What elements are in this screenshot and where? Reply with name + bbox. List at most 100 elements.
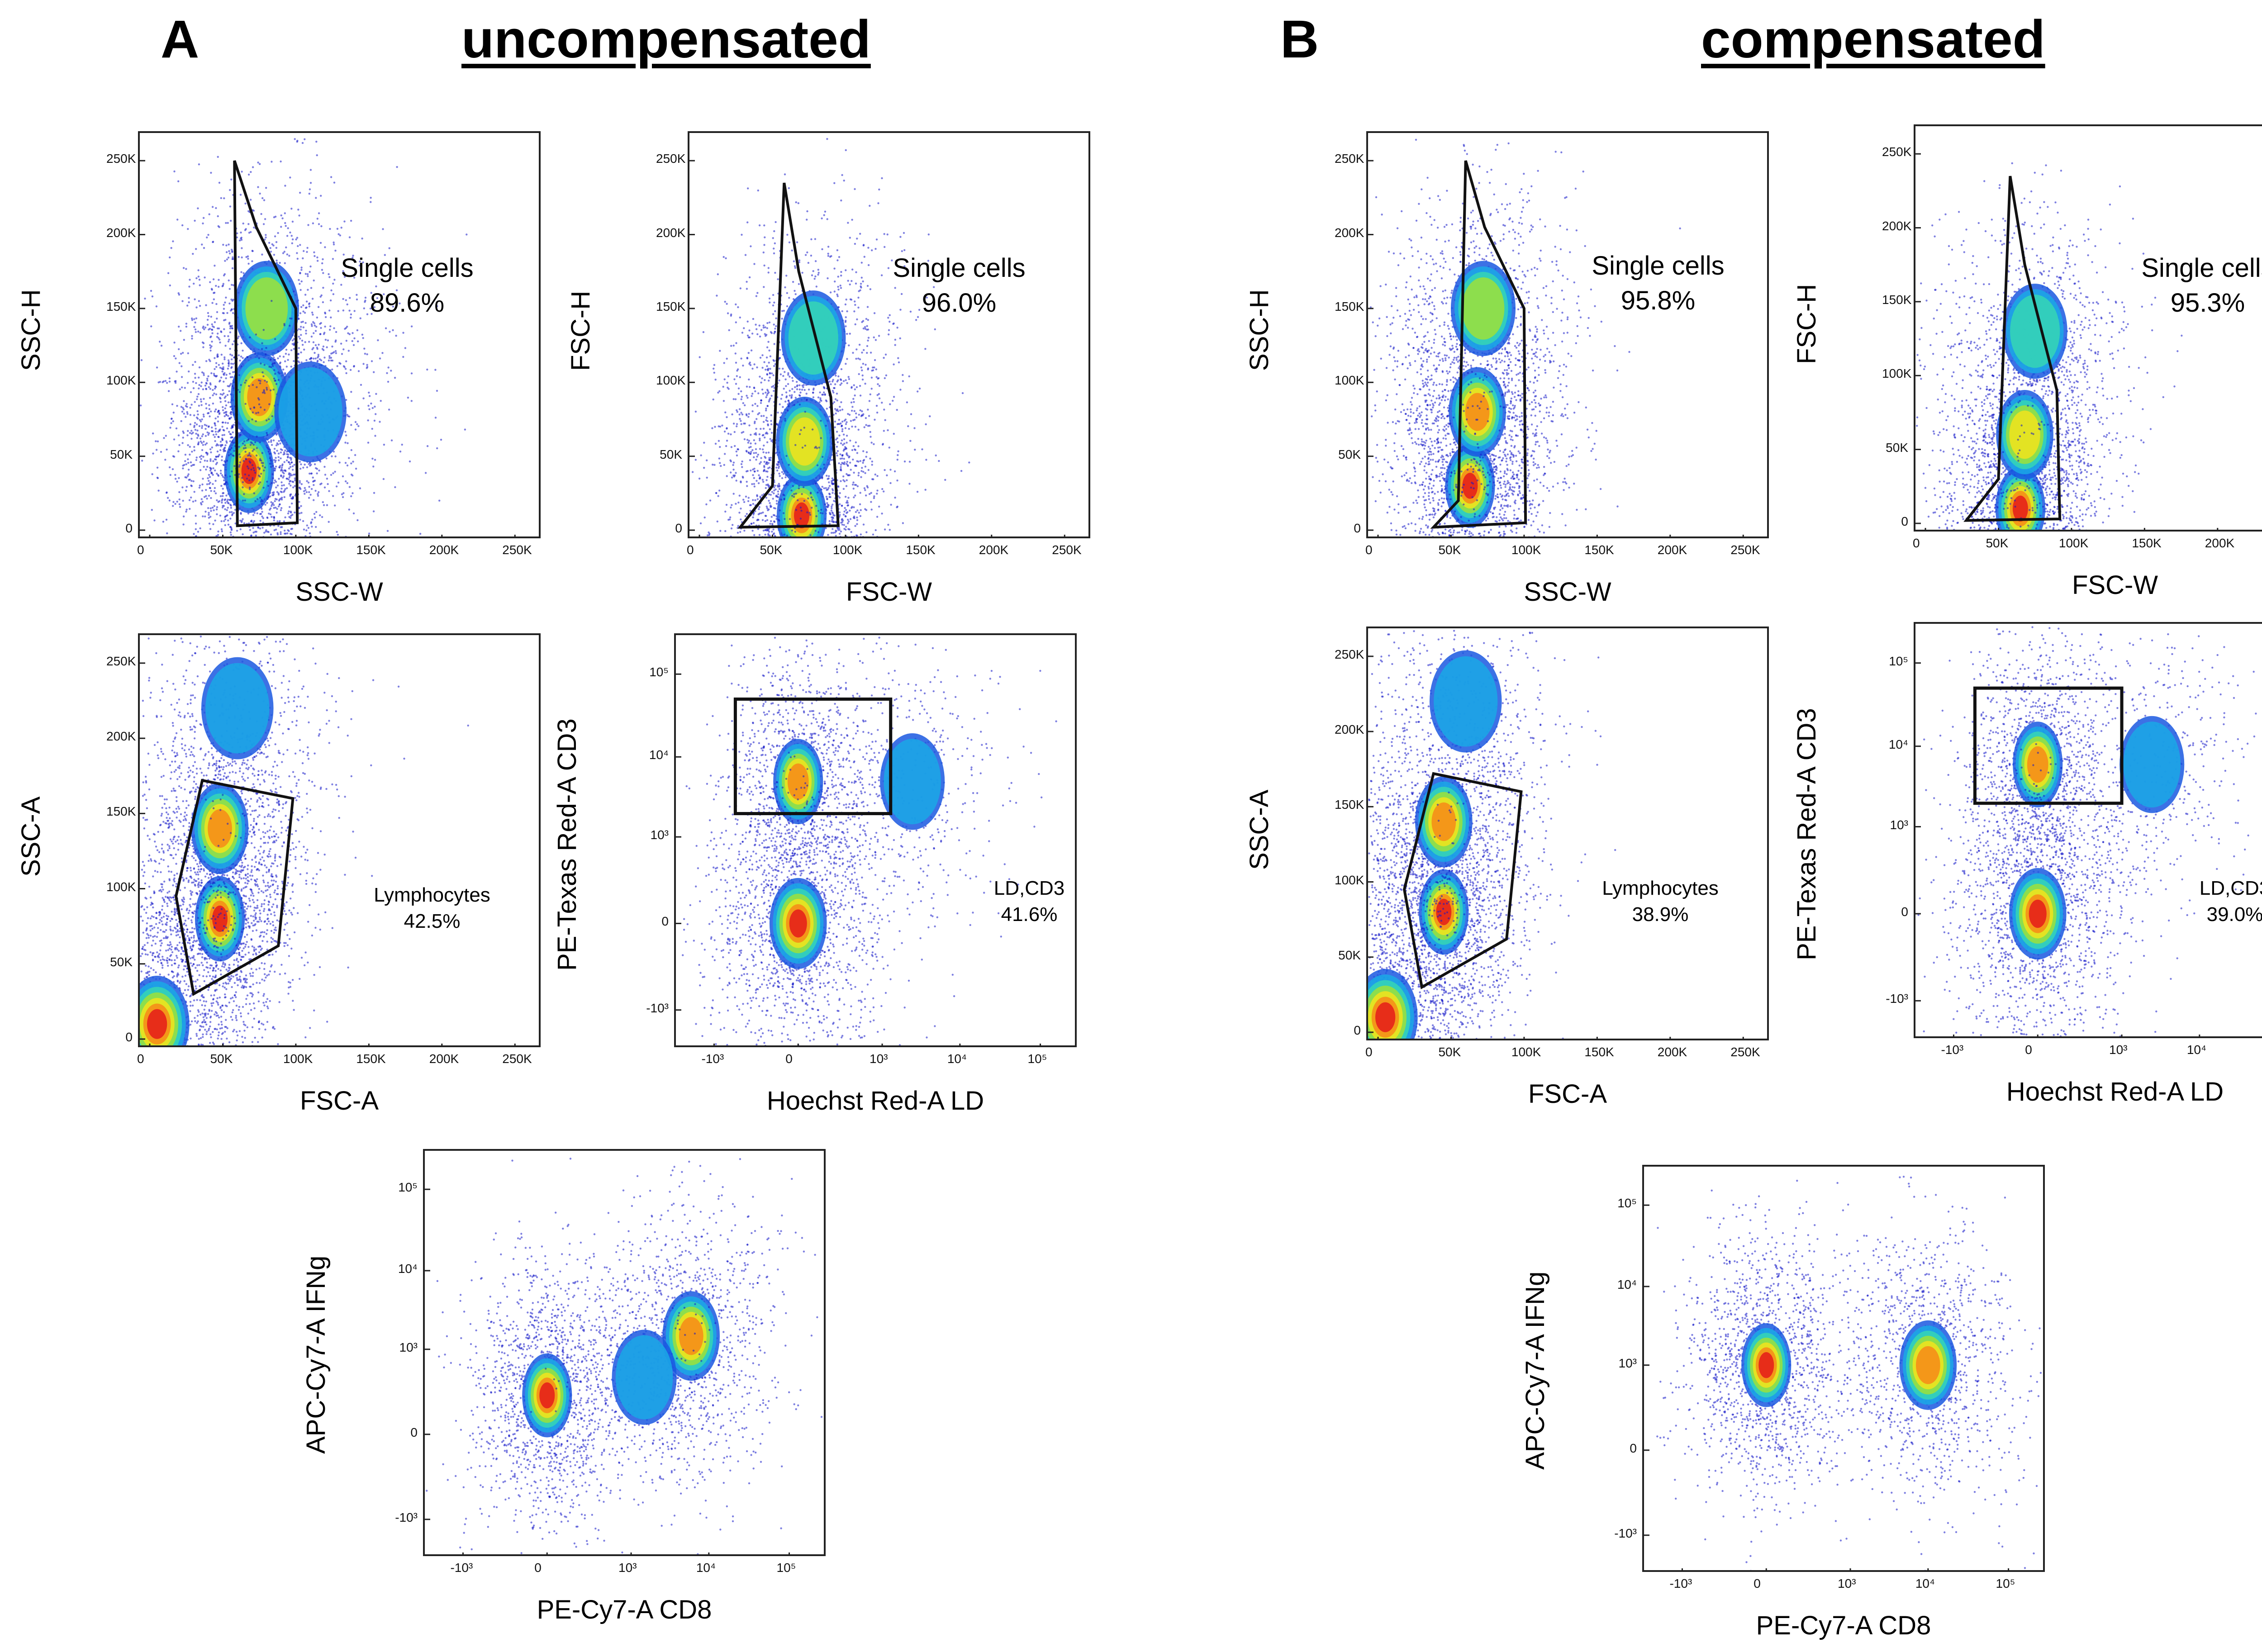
- gate-single-cells: [233, 160, 299, 527]
- y-tick-label: 100K: [1882, 367, 1911, 380]
- gate-lymphocytes: [175, 779, 295, 997]
- plot-canvas-b5: [1644, 1176, 2042, 1570]
- x-tick-label: 250K: [1730, 544, 1760, 556]
- x-tick-label: 200K: [429, 544, 459, 556]
- plot-canvas-a4: [676, 636, 1057, 1045]
- y-tick-label: 100K: [106, 880, 136, 893]
- gate-label: Single cells 95.3%: [2117, 251, 2262, 320]
- y-tick-label: -10³: [1882, 992, 1908, 1005]
- panel-letter-b: B: [1280, 13, 1319, 66]
- plot-b4: [1914, 622, 2262, 1038]
- density-cloud: [426, 1158, 823, 1554]
- gate-label: Single cells 96.0%: [869, 251, 1050, 320]
- y-tick-label: 150K: [1335, 300, 1364, 313]
- x-tick-label: 150K: [906, 544, 935, 556]
- x-tick-label: 50K: [1438, 1046, 1461, 1059]
- x-tick-label: 100K: [283, 1053, 313, 1065]
- x-axis-label: PE-Cy7-A CD8: [1640, 1613, 2047, 1639]
- x-axis-label: SSC-W: [1364, 579, 1771, 605]
- x-tick-label: 0: [2025, 1044, 2032, 1056]
- y-tick-label: -10³: [1611, 1527, 1637, 1540]
- x-tick-label: 100K: [1511, 544, 1541, 556]
- y-tick-label: 150K: [656, 300, 685, 313]
- x-axis-label: Hoechst Red-A LD: [1911, 1079, 2262, 1105]
- y-tick-label: 0: [1882, 515, 1908, 528]
- x-tick-label: 10⁴: [2187, 1044, 2206, 1056]
- x-axis-label: PE-Cy7-A CD8: [421, 1597, 828, 1623]
- gate-label: Lymphocytes 42.5%: [342, 882, 523, 935]
- x-tick-label: 0: [1365, 1046, 1373, 1059]
- y-tick-label: -10³: [391, 1511, 418, 1524]
- y-tick-label: 50K: [1882, 441, 1908, 454]
- gate-single-cells: [1430, 160, 1527, 529]
- x-axis-label: FSC-A: [1364, 1081, 1771, 1107]
- x-tick-label: 10³: [1838, 1577, 1856, 1590]
- panel-title-uncompensated: uncompensated: [461, 13, 871, 66]
- y-tick-label: 200K: [106, 226, 136, 239]
- x-tick-label: 0: [1754, 1577, 1761, 1590]
- x-axis-label: FSC-W: [685, 579, 1093, 605]
- gate-name: Single cells: [2117, 251, 2262, 286]
- y-tick-label: 100K: [106, 374, 136, 387]
- y-tick-label: 200K: [1882, 219, 1911, 233]
- y-tick-label: 10⁵: [1611, 1197, 1637, 1210]
- density-cloud: [691, 138, 970, 536]
- y-tick-label: 0: [106, 1031, 133, 1044]
- y-tick-label: 50K: [106, 448, 133, 461]
- x-tick-label: 10⁴: [947, 1053, 967, 1065]
- x-tick-label: 10⁴: [1915, 1577, 1935, 1590]
- y-tick-label: 150K: [1882, 293, 1911, 306]
- y-tick-label: 10⁴: [1611, 1278, 1637, 1291]
- y-tick-label: 10⁴: [391, 1263, 418, 1275]
- x-tick-label: 150K: [2132, 537, 2161, 550]
- gate-percent: 95.8%: [1568, 284, 1749, 318]
- x-tick-label: 0: [534, 1562, 542, 1574]
- x-tick-label: 250K: [1052, 544, 1081, 556]
- gate-name: LD,CD3: [2144, 875, 2262, 902]
- y-tick-label: 250K: [106, 655, 136, 668]
- x-tick-label: 10⁵: [777, 1562, 796, 1574]
- y-axis-label: FSC-H: [566, 291, 595, 371]
- x-tick-label: 150K: [1584, 544, 1614, 556]
- y-tick-label: 10⁵: [642, 666, 669, 679]
- gate-percent: 95.3%: [2117, 286, 2262, 321]
- x-tick-label: 200K: [979, 544, 1008, 556]
- y-tick-label: 250K: [656, 152, 685, 165]
- x-tick-label: 10⁵: [1028, 1053, 1047, 1065]
- x-tick-label: 150K: [1584, 1046, 1614, 1059]
- y-tick-label: 250K: [1335, 648, 1364, 661]
- y-tick-label: 10⁴: [1882, 738, 1908, 751]
- gate-name: LD,CD3: [939, 875, 1120, 902]
- gate-ld-cd3: [1973, 686, 2124, 805]
- plot-canvas-a3: [140, 635, 516, 1045]
- y-tick-label: 200K: [1335, 723, 1364, 736]
- density-cloud: [1916, 162, 2183, 530]
- x-tick-label: 100K: [283, 544, 313, 556]
- x-tick-label: 50K: [760, 544, 782, 556]
- density-cloud: [1656, 1176, 2042, 1570]
- y-tick-label: 200K: [1335, 226, 1364, 239]
- y-tick-label: 150K: [1335, 798, 1364, 811]
- x-tick-label: 10³: [618, 1562, 637, 1574]
- x-tick-label: 0: [1913, 537, 1920, 550]
- density-cloud: [1917, 626, 2257, 1036]
- panel-title-compensated: compensated: [1701, 13, 2045, 66]
- plot-a3: [138, 633, 541, 1047]
- x-tick-label: 150K: [356, 544, 385, 556]
- plot-canvas-a5: [425, 1158, 823, 1554]
- gate-percent: 41.6%: [939, 902, 1120, 928]
- y-tick-label: 50K: [1335, 448, 1361, 461]
- plot-canvas-a1: [140, 138, 516, 536]
- gate-single-cells: [1963, 176, 2062, 522]
- plot-a5: [423, 1149, 826, 1556]
- y-tick-label: 0: [1882, 905, 1908, 918]
- x-axis-label: Hoechst Red-A LD: [672, 1088, 1079, 1114]
- x-axis-label: FSC-W: [1911, 572, 2262, 598]
- x-tick-label: 0: [785, 1053, 793, 1065]
- y-axis-label: SSC-A: [16, 796, 46, 876]
- y-tick-label: 250K: [1882, 146, 1911, 158]
- x-tick-label: 10³: [870, 1053, 888, 1065]
- x-tick-label: 200K: [1658, 544, 1687, 556]
- x-tick-label: 200K: [429, 1053, 459, 1065]
- density-cloud: [682, 636, 1057, 1045]
